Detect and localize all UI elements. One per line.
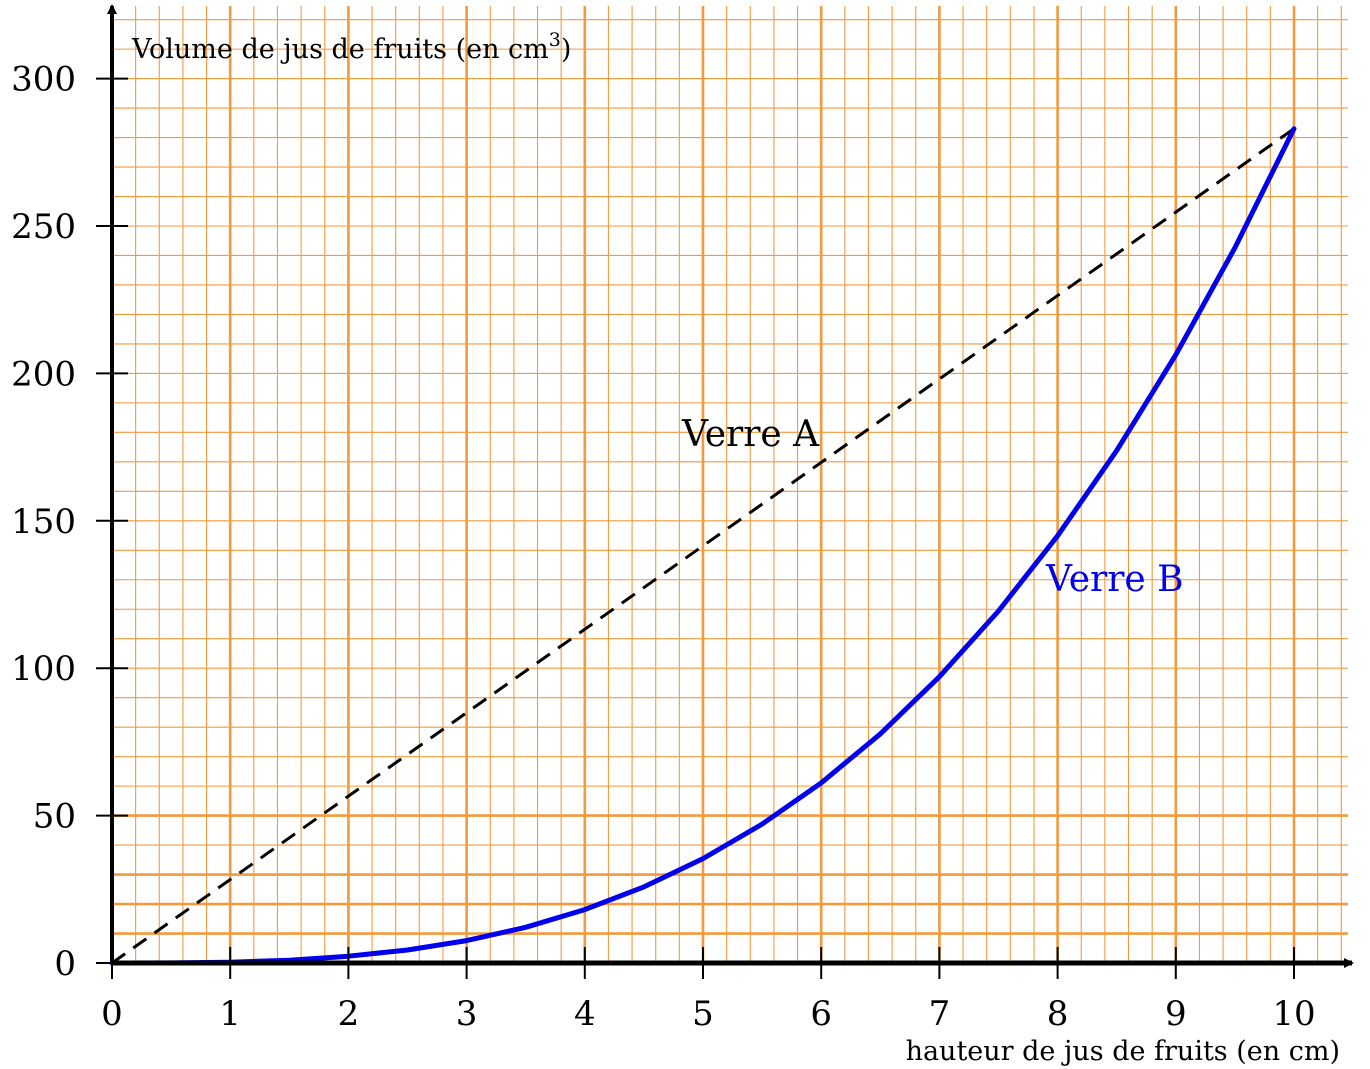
x-tick-label: 7 bbox=[929, 994, 951, 1034]
x-tick-label: 3 bbox=[456, 994, 478, 1034]
y-tick-label: 250 bbox=[11, 207, 76, 247]
x-tick-label: 10 bbox=[1272, 994, 1315, 1034]
x-tick-label: 6 bbox=[810, 994, 832, 1034]
y-tick-label: 50 bbox=[33, 797, 76, 837]
y-axis-label: Volume de jus de fruits (en cm3) bbox=[131, 29, 571, 65]
series-label-verre-b: Verre B bbox=[1045, 559, 1184, 600]
series-label-verre-a: Verre A bbox=[681, 414, 820, 455]
x-tick-label: 9 bbox=[1165, 994, 1187, 1034]
x-tick-label: 0 bbox=[101, 994, 123, 1034]
y-tick-label: 300 bbox=[11, 60, 76, 100]
series-layer bbox=[109, 126, 1297, 966]
y-tick-label: 200 bbox=[11, 354, 76, 394]
x-tick-label: 5 bbox=[692, 994, 714, 1034]
y-tick-label: 100 bbox=[11, 649, 76, 689]
x-axis-label: hauteur de jus de fruits (en cm) bbox=[906, 1036, 1340, 1067]
y-tick-label: 0 bbox=[54, 944, 76, 984]
x-tick-label: 4 bbox=[574, 994, 596, 1034]
x-tick-label: 1 bbox=[219, 994, 241, 1034]
x-tick-label: 2 bbox=[338, 994, 360, 1034]
y-tick-label: 150 bbox=[11, 502, 76, 542]
x-tick-label: 8 bbox=[1047, 994, 1069, 1034]
grid bbox=[110, 6, 1348, 963]
series-line-verre-b bbox=[109, 126, 1297, 966]
series-line-verre-a bbox=[111, 127, 1295, 965]
